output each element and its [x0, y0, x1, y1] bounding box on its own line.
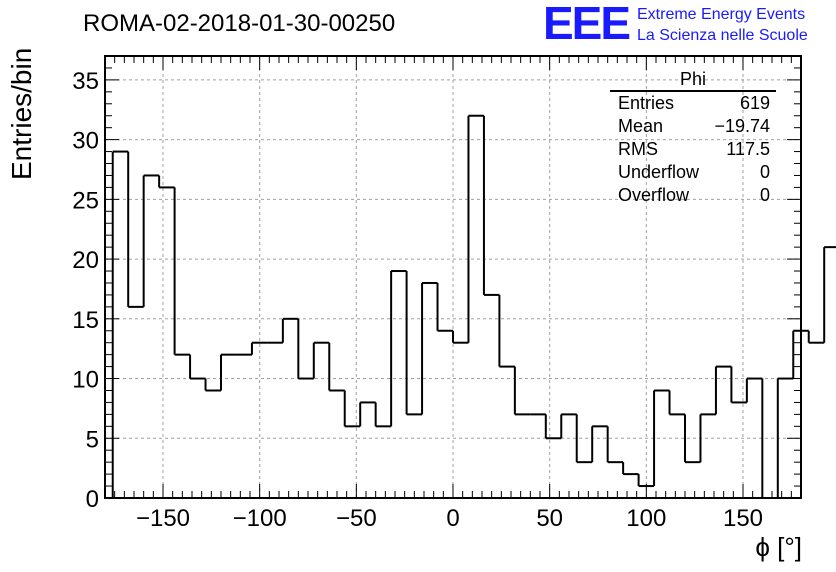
x-tick-label: −100: [233, 505, 287, 532]
stats-label: Underflow: [618, 162, 700, 182]
plot-title: ROMA-02-2018-01-30-00250: [83, 10, 396, 37]
stats-value: −19.74: [714, 116, 770, 136]
logo-text: Extreme Energy Events La Scienza nelle S…: [637, 4, 808, 46]
stats-label: RMS: [618, 139, 658, 159]
stats-row-underflow: Underflow 0: [610, 161, 776, 184]
y-tick-label: 25: [72, 187, 99, 214]
x-tick-label: 0: [446, 505, 459, 532]
y-tick-label: 20: [72, 247, 99, 274]
y-tick-label: 35: [72, 68, 99, 95]
y-tick-label: 10: [72, 367, 99, 394]
y-tick-label: 30: [72, 128, 99, 155]
y-axis-label: Entries/bin: [6, 47, 37, 180]
stats-value: 619: [739, 93, 770, 113]
stats-row-entries: Entries 619: [610, 92, 776, 115]
y-tick-label: 0: [86, 486, 99, 513]
logo-line-2: La Scienza nelle Scuole: [637, 27, 808, 44]
stats-value: 0: [759, 162, 770, 182]
logo-line-1: Extreme Energy Events: [637, 6, 806, 23]
histogram-bars: [111, 114, 836, 499]
stats-value: 117.5: [726, 139, 770, 159]
stats-label: Entries: [618, 93, 675, 113]
x-tick-label: −150: [136, 505, 190, 532]
stats-label: Mean: [618, 116, 664, 136]
stats-box: Phi Entries 619 Mean −19.74 RMS 117.5 Un…: [610, 68, 776, 207]
x-axis-label: ϕ [°]: [755, 532, 802, 562]
tick-labels: −150 −100 −50 0 50 100 150 0 5 10 15 20 25 30 35: [72, 68, 763, 532]
stats-row-mean: Mean −19.74: [610, 115, 776, 138]
stats-value: 0: [759, 185, 770, 205]
stats-row-rms: RMS 117.5: [610, 138, 776, 161]
x-tick-label: 150: [723, 505, 763, 532]
x-tick-label: 100: [626, 505, 666, 532]
stats-title: Phi: [610, 68, 776, 92]
eee-logo: EEE: [543, 0, 631, 49]
tick-marks: [105, 55, 801, 499]
x-tick-label: 50: [536, 505, 563, 532]
y-tick-label: 15: [72, 307, 99, 334]
x-tick-label: −50: [336, 505, 377, 532]
stats-row-overflow: Overflow 0: [610, 184, 776, 207]
stats-label: Overflow: [618, 185, 690, 205]
y-tick-label: 5: [86, 426, 99, 453]
